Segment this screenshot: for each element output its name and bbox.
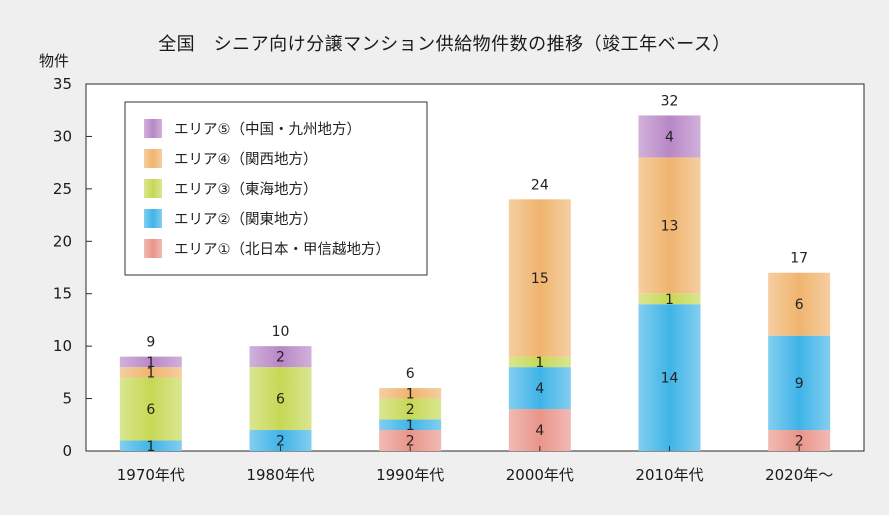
- y-tick-label: 35: [53, 75, 72, 93]
- bar-segment: [249, 346, 312, 368]
- legend-label: エリア②（関東地方）: [174, 211, 318, 228]
- legend-label: エリア③（東海地方）: [174, 181, 318, 198]
- legend-swatch: [144, 119, 162, 138]
- bar-segment: [249, 367, 312, 431]
- data-label: 9: [795, 376, 804, 392]
- bar-segment: [508, 409, 571, 451]
- x-tick-label: 2020年～: [765, 466, 833, 484]
- y-tick-label: 25: [53, 180, 72, 198]
- data-label: 1: [146, 365, 155, 381]
- bar-segment: [379, 419, 442, 431]
- y-tick-label: 0: [62, 442, 72, 460]
- data-label: 1: [406, 386, 415, 402]
- bar-segment: [119, 440, 182, 451]
- bar-segment: [379, 398, 442, 420]
- x-tick-label: 2000年代: [506, 466, 574, 484]
- bar-segment: [768, 272, 831, 336]
- bar-segment: [768, 430, 831, 451]
- total-label: 10: [272, 324, 290, 340]
- bar-segment: [119, 377, 182, 441]
- legend-swatch: [144, 239, 162, 258]
- bar-segment: [508, 199, 571, 357]
- x-tick-label: 2010年代: [635, 466, 703, 484]
- bar-segment: [638, 157, 701, 294]
- legend-label: エリア④（関西地方）: [174, 151, 318, 168]
- data-label: 2: [795, 434, 804, 450]
- data-label: 1: [535, 355, 544, 371]
- data-label: 4: [535, 423, 544, 439]
- total-label: 24: [531, 177, 549, 193]
- bar-segment: [379, 430, 442, 451]
- data-label: 1: [146, 355, 155, 371]
- data-label: 2: [276, 350, 285, 366]
- data-label: 13: [661, 219, 679, 235]
- data-label: 2: [276, 434, 285, 450]
- legend-label: エリア⑤（中国・九州地方）: [174, 121, 361, 138]
- data-label: 2: [406, 434, 415, 450]
- bar-segment: [638, 304, 701, 451]
- total-label: 17: [790, 251, 808, 267]
- data-label: 4: [535, 381, 544, 397]
- y-axis-label: 物件: [39, 52, 69, 70]
- y-tick-label: 10: [53, 337, 72, 355]
- x-tick-label: 1990年代: [376, 466, 444, 484]
- x-tick-label: 1970年代: [117, 466, 185, 484]
- data-label: 2: [406, 402, 415, 418]
- data-label: 6: [795, 297, 804, 313]
- bar-segment: [379, 388, 442, 399]
- data-label: 6: [276, 392, 285, 408]
- total-label: 6: [406, 366, 415, 382]
- legend-swatch: [144, 209, 162, 228]
- total-label: 32: [661, 93, 679, 109]
- x-tick-label: 1980年代: [246, 466, 314, 484]
- data-label: 6: [146, 402, 155, 418]
- y-tick-label: 5: [62, 390, 72, 408]
- bar-segment: [119, 367, 182, 378]
- legend-label: エリア①（北日本・甲信越地方）: [174, 241, 390, 258]
- data-label: 4: [665, 129, 674, 145]
- y-tick-label: 30: [53, 127, 72, 145]
- bar-segment: [768, 335, 831, 431]
- bar-segment: [249, 430, 312, 451]
- legend-swatch: [144, 179, 162, 198]
- bar-segment: [638, 115, 701, 158]
- y-tick-label: 15: [53, 285, 72, 303]
- y-tick-label: 20: [53, 232, 72, 250]
- data-label: 1: [406, 418, 415, 434]
- bar-segment: [119, 356, 182, 368]
- total-label: 9: [146, 335, 155, 351]
- data-label: 14: [661, 371, 679, 387]
- bar-segment: [508, 356, 571, 368]
- legend-box: [124, 101, 428, 276]
- chart-title: 全国 シニア向け分譲マンション供給物件数の推移（竣工年ベース）: [158, 34, 731, 55]
- bar-segment: [508, 367, 571, 410]
- legend-swatch: [144, 149, 162, 168]
- bar-segment: [638, 293, 701, 305]
- data-label: 15: [531, 271, 549, 287]
- data-label: 1: [665, 292, 674, 308]
